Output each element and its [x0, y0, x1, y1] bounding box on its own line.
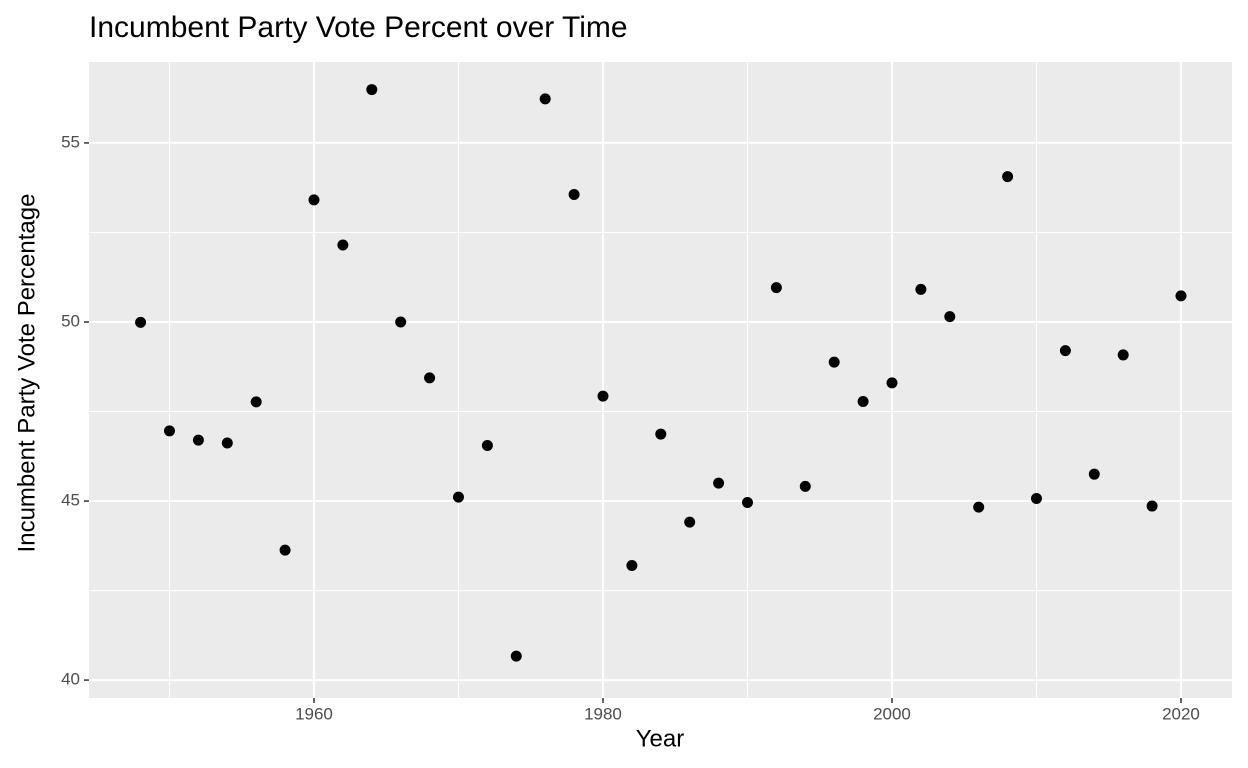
point — [192, 434, 204, 446]
point — [799, 480, 811, 492]
point — [539, 93, 551, 105]
point — [857, 395, 869, 407]
point — [655, 428, 667, 440]
point — [1030, 493, 1042, 505]
point — [886, 377, 898, 389]
point — [366, 84, 378, 96]
point — [221, 437, 233, 449]
y-tick-label: 40 — [61, 670, 80, 689]
point — [135, 316, 147, 328]
point — [973, 501, 985, 513]
point — [250, 396, 262, 408]
point — [337, 239, 349, 251]
point — [597, 390, 609, 402]
point — [568, 189, 580, 200]
chart-title: Incumbent Party Vote Percent over Time — [89, 11, 628, 44]
point — [1146, 500, 1158, 512]
y-tick-label: 45 — [61, 491, 80, 510]
point — [1088, 468, 1100, 480]
y-axis-title: Incumbent Party Vote Percentage — [13, 194, 40, 553]
point — [1117, 349, 1129, 361]
point — [308, 194, 320, 206]
y-tick-label: 55 — [61, 132, 80, 151]
point — [741, 496, 753, 508]
panel — [89, 62, 1232, 698]
point — [1175, 290, 1187, 302]
point — [481, 440, 493, 452]
x-tick-label: 1980 — [584, 704, 622, 723]
point — [770, 282, 782, 294]
point — [279, 544, 291, 556]
point — [1059, 345, 1071, 357]
point — [395, 316, 407, 328]
x-tick-label: 1960 — [295, 704, 333, 723]
point — [452, 491, 464, 503]
point — [163, 425, 175, 437]
point — [510, 650, 522, 662]
point — [684, 516, 696, 528]
y-tick-label: 50 — [61, 311, 80, 330]
point — [713, 477, 725, 489]
point — [424, 372, 436, 384]
point — [828, 356, 840, 368]
x-tick-label: 2000 — [873, 704, 911, 723]
point — [944, 311, 956, 323]
point — [915, 283, 927, 295]
x-tick-label: 2020 — [1162, 704, 1200, 723]
point — [626, 560, 638, 571]
point — [1002, 171, 1014, 183]
x-axis-title: Year — [636, 725, 685, 752]
